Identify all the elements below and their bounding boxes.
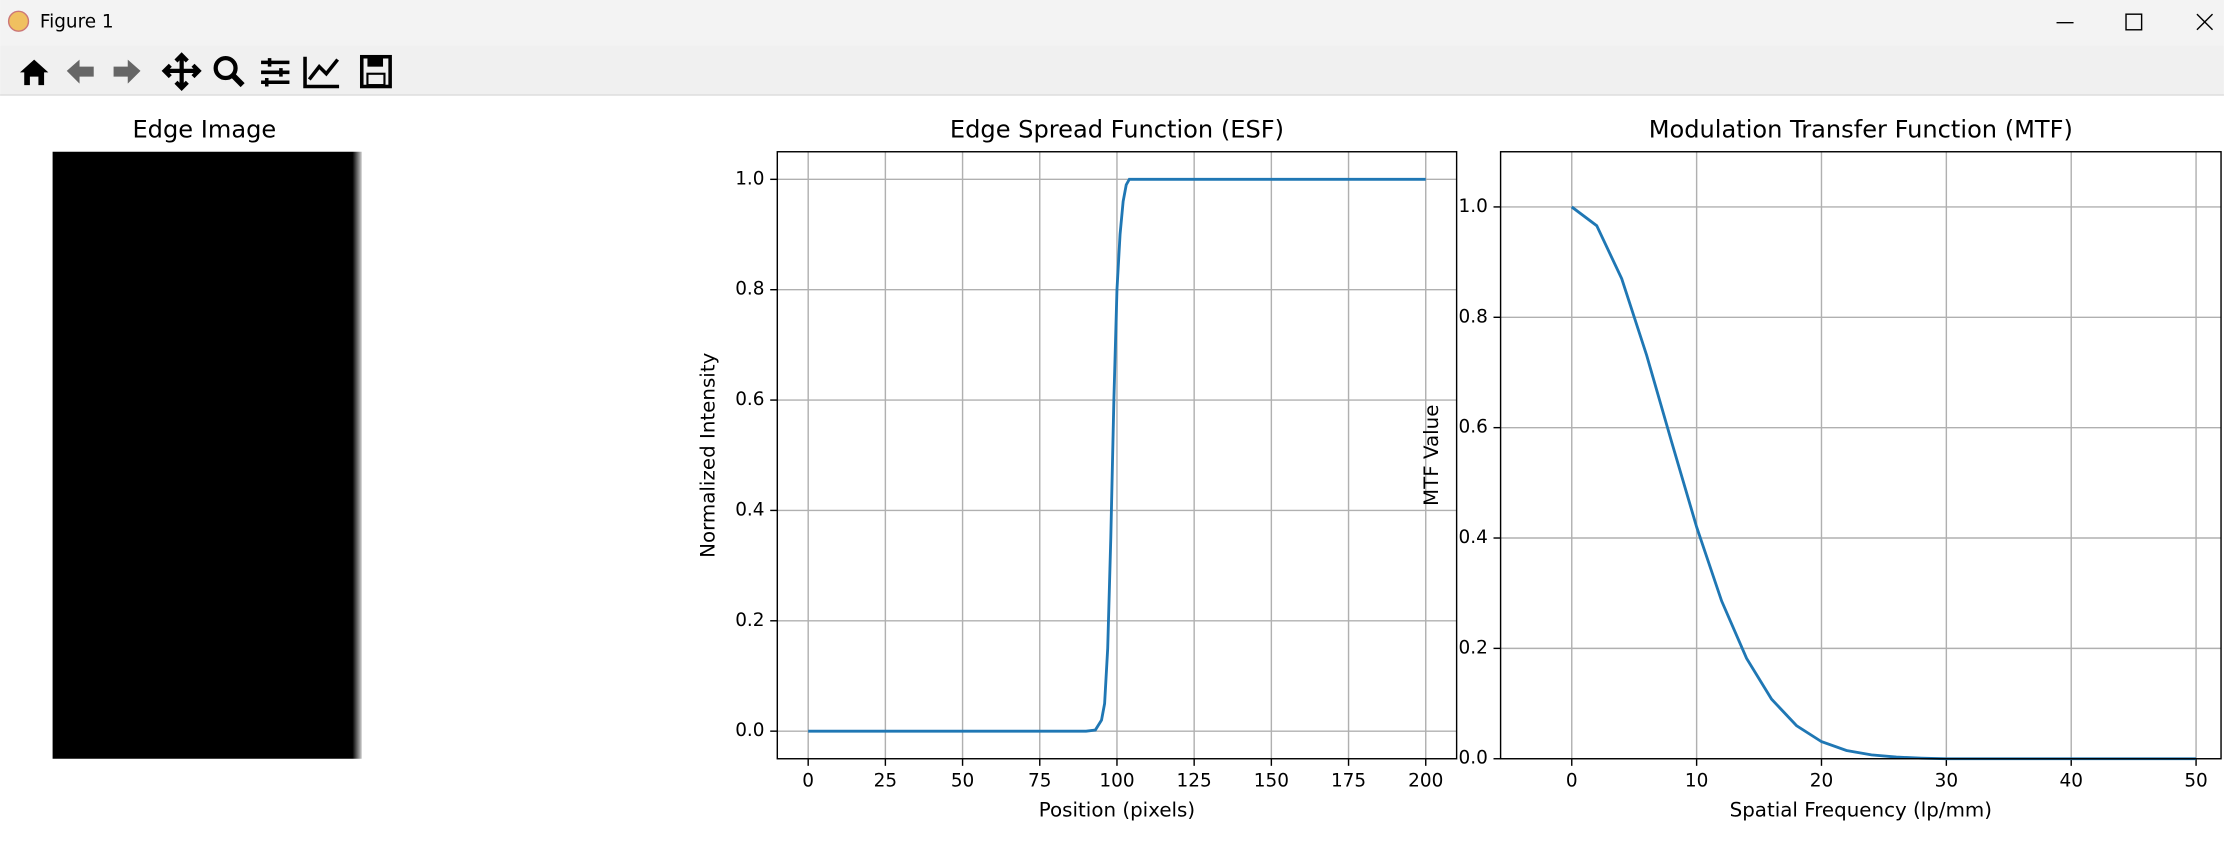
data-line xyxy=(808,177,1426,733)
x-tick-label: 0 xyxy=(1566,770,1578,791)
y-tick-label: 1.0 xyxy=(1459,196,1488,217)
chart-title: Modulation Transfer Function (MTF) xyxy=(1649,115,2073,143)
y-tick-label: 0.8 xyxy=(735,279,764,300)
y-tick-label: 0.4 xyxy=(735,499,764,520)
y-tick-label: 0.6 xyxy=(735,389,764,410)
data-line xyxy=(1570,205,2197,761)
window-title: Figure 1 xyxy=(40,12,114,33)
x-tick-label: 150 xyxy=(1254,770,1289,791)
axes-frame xyxy=(776,151,1458,760)
y-axis-label: Normalized Intensity xyxy=(697,352,720,557)
pan-button[interactable] xyxy=(161,52,202,91)
app-icon xyxy=(7,10,30,32)
x-tick-label: 50 xyxy=(951,770,974,791)
y-tick-label: 0.2 xyxy=(735,610,764,631)
configure-button[interactable] xyxy=(261,58,290,87)
title-bar xyxy=(0,0,2224,46)
y-tick-label: 0.6 xyxy=(1459,417,1488,438)
x-tick-label: 25 xyxy=(874,770,897,791)
x-tick-label: 0 xyxy=(802,770,814,791)
forward-button[interactable] xyxy=(113,59,141,84)
x-tick-label: 75 xyxy=(1028,770,1051,791)
x-tick-label: 125 xyxy=(1177,770,1212,791)
back-button[interactable] xyxy=(66,59,94,84)
zoom-button[interactable] xyxy=(213,56,245,88)
y-tick-label: 0.0 xyxy=(735,720,764,741)
chart-title: Edge Spread Function (ESF) xyxy=(950,115,1284,143)
x-tick-label: 200 xyxy=(1408,770,1443,791)
x-tick-label: 30 xyxy=(1935,770,1958,791)
close-button[interactable] xyxy=(2196,13,2214,31)
y-axis-label: MTF Value xyxy=(1420,405,1443,506)
y-tick-label: 0.0 xyxy=(1459,748,1488,769)
edge-image xyxy=(52,151,362,759)
x-tick-label: 40 xyxy=(2059,770,2082,791)
y-tick-label: 1.0 xyxy=(735,168,764,189)
x-tick-label: 175 xyxy=(1331,770,1366,791)
chart-title: Edge Image xyxy=(132,115,276,143)
x-tick-label: 20 xyxy=(1810,770,1833,791)
y-tick-label: 0.8 xyxy=(1459,306,1488,327)
y-tick-label: 0.4 xyxy=(1459,527,1488,548)
y-tick-label: 0.2 xyxy=(1459,637,1488,658)
x-tick-label: 50 xyxy=(2184,770,2207,791)
maximize-button[interactable] xyxy=(2125,13,2143,31)
x-axis-label: Spatial Frequency (lp/mm) xyxy=(1730,799,1992,822)
x-axis-label: Position (pixels) xyxy=(1039,799,1195,822)
x-tick-label: 100 xyxy=(1099,770,1134,791)
x-tick-label: 10 xyxy=(1685,770,1708,791)
axes-button[interactable] xyxy=(303,56,340,89)
axes-frame xyxy=(1499,151,2222,760)
save-button[interactable] xyxy=(359,54,392,89)
